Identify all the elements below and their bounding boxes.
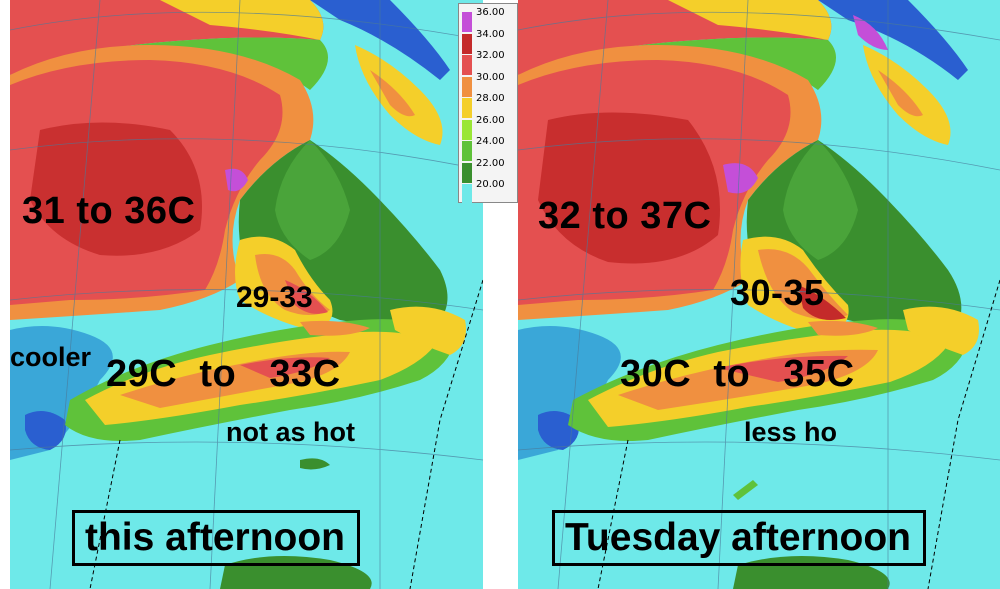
legend-swatch <box>462 12 472 32</box>
label-middle-range: 30-35 <box>730 272 825 313</box>
legend-entry: 34.00 <box>462 29 516 54</box>
legend-entry: 36.00 <box>462 7 516 32</box>
label-cooler: cooler <box>10 342 92 372</box>
legend-entry: 32.00 <box>462 50 516 75</box>
map-panel-tuesday-afternoon: 32 to 37C 30-35 30C to 35C less ho Tuesd… <box>518 0 1000 589</box>
legend-swatch <box>462 184 472 204</box>
legend-tick-label: 34.00 <box>476 28 505 40</box>
legend-swatch <box>462 33 472 54</box>
legend-entry: 26.00 <box>462 115 516 140</box>
label-interior-range: 31 to 36C <box>22 190 196 232</box>
legend-tick-label: 28.00 <box>476 93 505 104</box>
legend-swatch <box>462 76 472 97</box>
legend-swatch <box>462 141 472 161</box>
legend-tick-label: 36.00 <box>476 7 505 18</box>
temperature-color-legend: 36.00 34.00 32.00 30.00 28.00 26.00 24.00 22.00… <box>458 3 518 204</box>
legend-entry: 28.00 <box>462 93 516 118</box>
legend-entry: 20.00 <box>462 179 516 204</box>
label-south-range: 30C to 35C <box>620 353 855 395</box>
panel-title-this-afternoon: this afternoon <box>72 510 360 566</box>
legend-tick-label: 24.00 <box>476 136 505 147</box>
legend-tick-label: 20.00 <box>476 179 505 190</box>
legend-tick-label: 32.00 <box>476 50 505 61</box>
label-coast: less ho <box>744 417 838 447</box>
legend-tick-label: 22.00 <box>476 157 505 169</box>
legend-tick-label: 26.00 <box>476 114 505 126</box>
label-interior-range: 32 to 37C <box>538 195 712 237</box>
temperature-map-right <box>518 0 1000 589</box>
legend-swatch <box>462 98 472 118</box>
map-panel-this-afternoon: 31 to 36C 29-33 cooler 29C to 33C not as… <box>10 0 483 589</box>
legend-entry: 22.00 <box>462 158 516 183</box>
legend-entry: 30.00 <box>462 72 516 97</box>
panel-title-tuesday-afternoon: Tuesday afternoon <box>552 510 926 566</box>
label-south-range: 29C to 33C <box>106 353 341 395</box>
legend-swatch <box>462 119 472 140</box>
label-middle-range: 29-33 <box>236 281 313 314</box>
legend-swatch <box>462 55 472 75</box>
legend-entry: 24.00 <box>462 136 516 161</box>
temperature-map-left <box>10 0 483 589</box>
legend-swatch <box>462 162 472 183</box>
legend-tick-label: 30.00 <box>476 71 505 83</box>
label-coast: not as hot <box>226 417 355 447</box>
